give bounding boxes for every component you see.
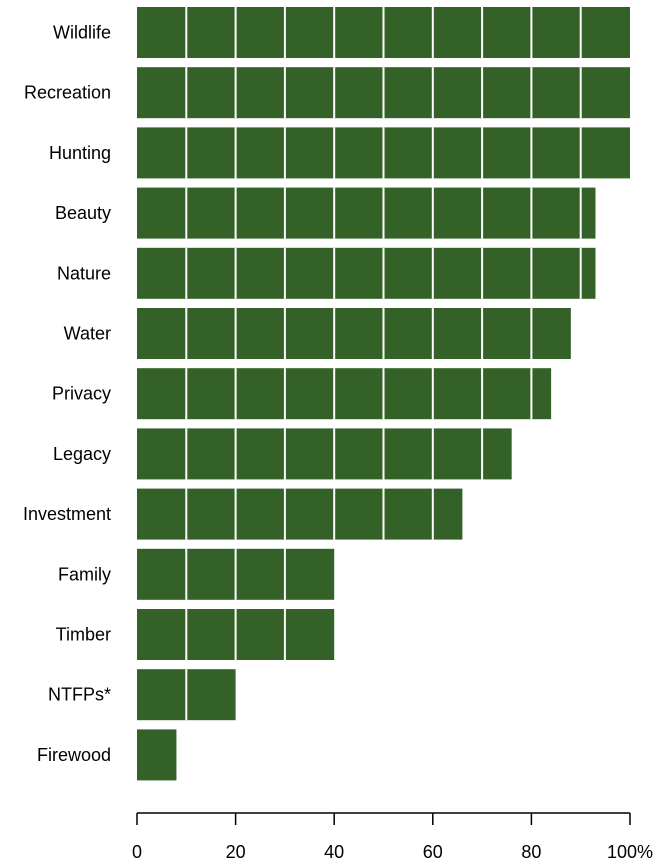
bar-beauty <box>137 187 596 239</box>
bar-privacy <box>137 368 552 420</box>
bars-group <box>137 7 630 781</box>
x-tick-label: 40 <box>324 842 344 862</box>
x-axis: 0 20 40 60 80 100% <box>132 812 653 862</box>
x-tick-label: 0 <box>132 842 142 862</box>
category-label: Family <box>58 564 111 584</box>
category-label: Privacy <box>52 384 111 404</box>
x-tick-label: 100% <box>607 842 653 862</box>
bar-firewood <box>137 729 177 781</box>
category-label: Wildlife <box>53 23 111 43</box>
category-label: Recreation <box>24 83 111 103</box>
x-tick-label: 80 <box>521 842 541 862</box>
category-label: Firewood <box>37 745 111 765</box>
category-labels: Wildlife Recreation Hunting Beauty Nature Wat… <box>23 23 111 765</box>
category-label: Nature <box>57 263 111 283</box>
category-label: Beauty <box>55 203 111 223</box>
category-label: Hunting <box>49 143 111 163</box>
category-label: Investment <box>23 504 111 524</box>
category-label: Timber <box>56 625 111 645</box>
category-label: Legacy <box>53 444 111 464</box>
bar-water <box>137 308 571 359</box>
bar-investment <box>137 488 463 540</box>
x-tick-label: 60 <box>423 842 443 862</box>
bar-nature <box>137 247 596 299</box>
bar-legacy <box>137 428 512 480</box>
x-tick-label: 20 <box>226 842 246 862</box>
category-label: Water <box>64 324 111 344</box>
category-label: NTFPs* <box>48 685 111 705</box>
